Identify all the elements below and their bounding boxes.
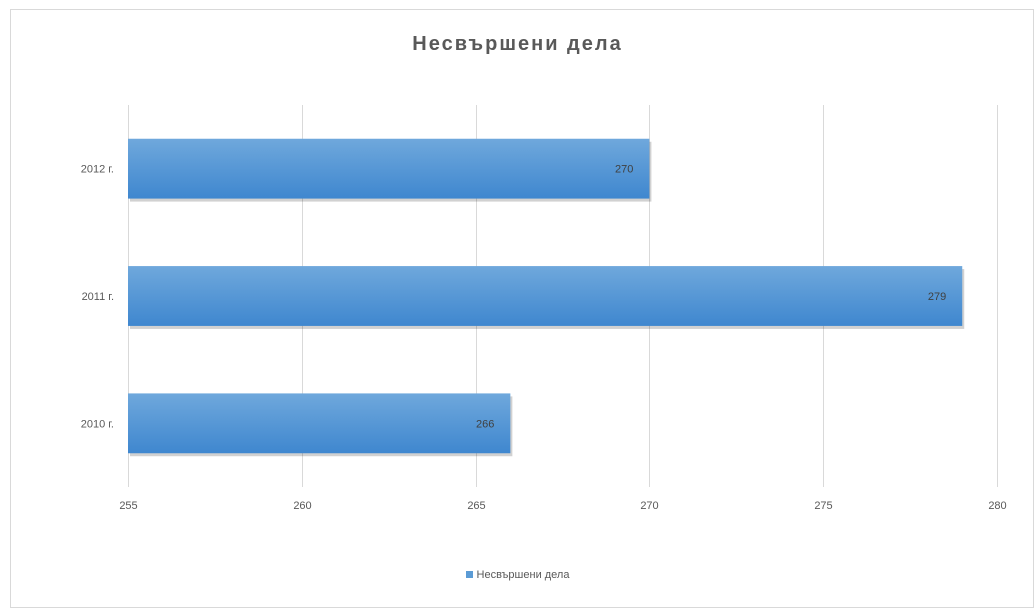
x-tick-label: 270 [640, 500, 658, 512]
x-tick-label: 275 [814, 500, 832, 512]
legend: Несвършени дела [0, 569, 1035, 581]
category-label: 2010 г. [81, 418, 114, 430]
x-tick-label: 255 [119, 500, 137, 512]
x-tick-label: 260 [293, 500, 311, 512]
data-label: 270 [615, 164, 633, 176]
data-label: 266 [476, 418, 494, 430]
legend-label: Несвършени дела [476, 569, 570, 581]
x-tick-label: 280 [988, 500, 1006, 512]
bar [128, 393, 511, 454]
chart-title: Несвършени дела [412, 33, 623, 55]
data-label: 279 [928, 291, 946, 303]
x-tick-label: 265 [467, 500, 485, 512]
bar [128, 266, 963, 326]
legend-swatch-icon [465, 571, 473, 578]
bar [128, 138, 650, 199]
category-label: 2011 г. [82, 291, 114, 303]
category-label: 2012 г. [81, 164, 114, 176]
